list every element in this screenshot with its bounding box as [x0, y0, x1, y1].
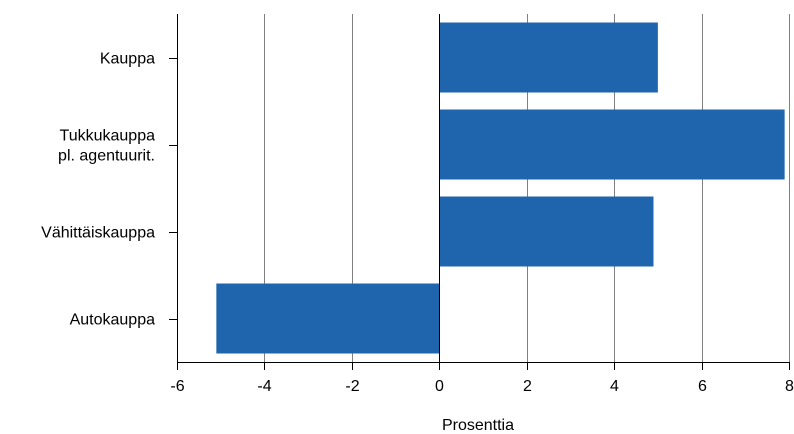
- bar: [439, 109, 785, 180]
- x-tick-label: -6: [170, 378, 184, 395]
- x-tick-label: 2: [523, 378, 532, 395]
- bar: [439, 196, 654, 267]
- x-tick-label: 8: [785, 378, 794, 395]
- bar: [216, 283, 440, 354]
- bar: [439, 22, 658, 93]
- x-tick-label: -2: [345, 378, 359, 395]
- category-label: Vähittäiskauppa: [41, 225, 155, 242]
- x-tick-label: 4: [610, 378, 619, 395]
- axes: -6 -4 -2 0 2 4 6 8 Kauppa Tukkukauppa pl. agentuur…: [41, 14, 794, 395]
- category-label: pl. agentuurit.: [58, 148, 155, 165]
- x-tick-label: 6: [698, 378, 707, 395]
- x-tick-label: -4: [257, 378, 271, 395]
- category-label: Kauppa: [100, 51, 155, 68]
- category-label: Tukkukauppa: [60, 128, 156, 145]
- x-tick-label: 0: [435, 378, 444, 395]
- category-label: Autokauppa: [70, 312, 156, 329]
- bars: [216, 22, 785, 354]
- x-axis-label: Prosenttia: [442, 417, 514, 434]
